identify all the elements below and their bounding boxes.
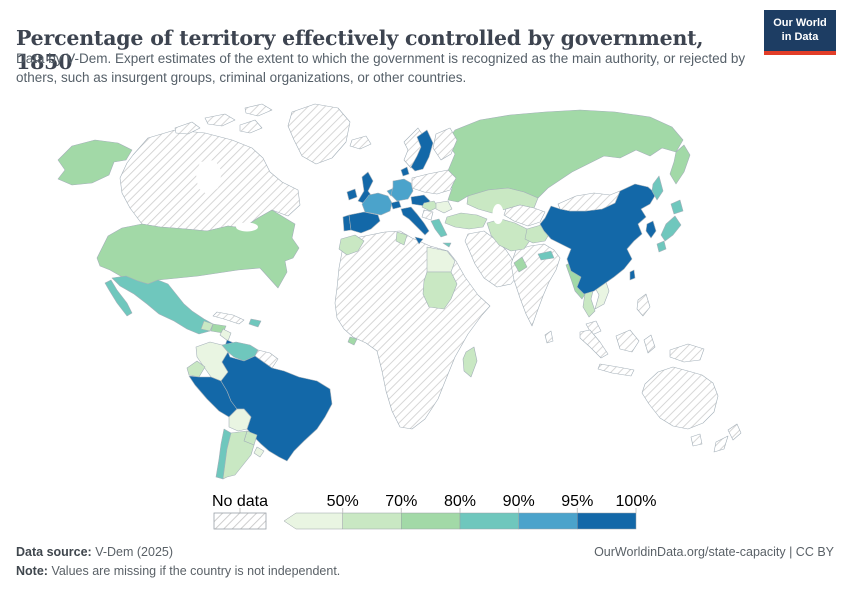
- note-value: Values are missing if the country is not…: [51, 564, 341, 578]
- owid-logo-line2: in Data: [781, 30, 819, 43]
- country-australia[interactable]: [641, 366, 719, 430]
- legend-tick-95: 95%: [561, 493, 593, 510]
- country-iran[interactable]: [486, 218, 532, 252]
- country-china-taiwan[interactable]: [629, 269, 636, 281]
- legend-tick-70: 70%: [385, 493, 417, 510]
- choropleth-svg: [57, 103, 742, 480]
- country-turkey[interactable]: [444, 212, 488, 230]
- data-source-value: V-Dem (2025): [95, 545, 174, 559]
- world-map: [0, 100, 850, 490]
- legend-band-80-90[interactable]: [459, 512, 519, 530]
- country-mongolia[interactable]: [557, 190, 621, 212]
- legend-tick-50: 50%: [327, 493, 359, 510]
- country-bolivia[interactable]: [228, 408, 252, 432]
- country-brazil[interactable]: [220, 351, 333, 462]
- country-serbia[interactable]: [421, 209, 434, 221]
- country-chile[interactable]: [215, 428, 232, 480]
- region-africa-no-data[interactable]: [334, 230, 491, 430]
- map-legend: No data 50% 70% 80% 90% 95% 100%: [0, 489, 850, 539]
- country-iceland[interactable]: [349, 135, 372, 150]
- country-ecuador[interactable]: [186, 360, 206, 378]
- country-canada-arctic-4[interactable]: [244, 103, 273, 117]
- country-ireland[interactable]: [346, 188, 358, 201]
- region-central-asia[interactable]: [503, 204, 546, 227]
- country-greece[interactable]: [430, 218, 448, 238]
- country-japan-kyushu[interactable]: [656, 240, 667, 253]
- country-oman[interactable]: [513, 256, 528, 273]
- legend-band-90-95[interactable]: [518, 512, 578, 530]
- legend-band-70-80[interactable]: [401, 512, 461, 530]
- country-korea[interactable]: [645, 220, 657, 239]
- country-sri-lanka[interactable]: [544, 330, 554, 344]
- country-cuba[interactable]: [212, 311, 245, 325]
- legend-no-data-label: No data: [212, 493, 268, 510]
- country-romania[interactable]: [435, 200, 453, 214]
- country-canada-arctic-1[interactable]: [174, 121, 201, 135]
- country-canada-arctic-2[interactable]: [204, 113, 236, 127]
- chart-footer: Data source: V-Dem (2025) Note: Values a…: [16, 545, 834, 578]
- country-poland[interactable]: [411, 169, 457, 195]
- data-source-label: Data source:: [16, 545, 92, 559]
- country-germany[interactable]: [390, 178, 414, 202]
- country-morocco[interactable]: [338, 234, 365, 256]
- caspian-sea: [492, 204, 504, 224]
- country-sudan[interactable]: [422, 271, 458, 310]
- hudson-bay: [196, 160, 222, 195]
- country-philippines[interactable]: [636, 293, 651, 317]
- owid-logo-line1: Our World: [773, 17, 827, 29]
- country-hungary[interactable]: [421, 200, 439, 212]
- legend-band-95-100[interactable]: [577, 512, 637, 530]
- country-haiti[interactable]: [248, 318, 262, 328]
- country-greenland[interactable]: [287, 103, 351, 165]
- note-line: Note: Values are missing if the country …: [16, 564, 834, 578]
- data-source-line: Data source: V-Dem (2025): [16, 545, 834, 559]
- country-japan-honshu[interactable]: [660, 215, 682, 242]
- great-lakes: [236, 222, 258, 232]
- country-italy[interactable]: [400, 206, 430, 236]
- chart-subtitle: Data by V-Dem. Expert estimates of the e…: [16, 51, 746, 85]
- country-switzerland[interactable]: [390, 200, 402, 210]
- note-label: Note:: [16, 564, 48, 578]
- country-indonesia-sulawesi[interactable]: [643, 334, 656, 354]
- country-russia-kamchatka[interactable]: [669, 144, 691, 185]
- legend-band-lt-50[interactable]: [283, 512, 343, 530]
- country-finland[interactable]: [432, 127, 458, 161]
- country-japan-sakhalin[interactable]: [651, 175, 664, 201]
- legend-band-50-70[interactable]: [342, 512, 402, 530]
- legend-tick-80: 80%: [444, 493, 476, 510]
- country-guatemala[interactable]: [200, 320, 214, 332]
- country-indonesia-borneo[interactable]: [615, 329, 640, 353]
- country-japan-hokkaido[interactable]: [670, 199, 684, 215]
- owid-logo[interactable]: Our World in Data: [764, 10, 836, 55]
- country-new-zealand-south[interactable]: [713, 435, 729, 453]
- country-italy-sicily[interactable]: [414, 236, 424, 245]
- country-new-zealand-north[interactable]: [727, 423, 742, 441]
- country-canada-arctic-3[interactable]: [239, 119, 263, 134]
- country-sweden[interactable]: [410, 129, 434, 172]
- attribution-link[interactable]: OurWorldinData.org/state-capacity | CC B…: [594, 545, 834, 559]
- country-new-guinea[interactable]: [669, 343, 705, 363]
- country-greece-crete[interactable]: [442, 242, 452, 248]
- country-australia-tasmania[interactable]: [690, 433, 703, 447]
- country-tunisia[interactable]: [395, 231, 408, 246]
- country-madagascar[interactable]: [462, 346, 478, 378]
- country-uruguay[interactable]: [253, 446, 265, 458]
- legend-no-data-swatch[interactable]: [213, 512, 267, 530]
- country-indonesia-sumatra[interactable]: [579, 329, 609, 359]
- legend-tick-90: 90%: [503, 493, 535, 510]
- country-liberia[interactable]: [347, 336, 358, 346]
- country-indonesia-java[interactable]: [597, 363, 635, 377]
- country-denmark[interactable]: [400, 166, 410, 177]
- country-spain[interactable]: [348, 211, 381, 234]
- country-united-states-alaska[interactable]: [57, 139, 133, 186]
- country-nepal[interactable]: [537, 250, 555, 261]
- country-mexico-baja[interactable]: [104, 279, 133, 317]
- country-mexico[interactable]: [111, 275, 214, 335]
- country-egypt[interactable]: [426, 246, 456, 273]
- legend-svg: No data 50% 70% 80% 90% 95% 100%: [212, 493, 657, 530]
- country-france[interactable]: [361, 192, 393, 216]
- legend-tick-100: 100%: [616, 493, 657, 510]
- page-title: Percentage of territory effectively cont…: [16, 25, 704, 74]
